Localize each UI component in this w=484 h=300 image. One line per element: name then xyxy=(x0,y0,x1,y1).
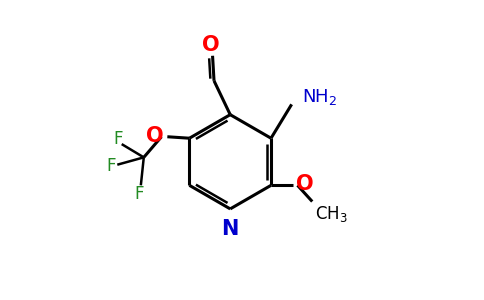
Text: O: O xyxy=(296,174,314,194)
Text: O: O xyxy=(146,126,164,146)
Text: F: F xyxy=(113,130,123,148)
Text: F: F xyxy=(135,184,144,202)
Text: NH$_2$: NH$_2$ xyxy=(302,87,337,107)
Text: F: F xyxy=(106,157,116,175)
Text: CH$_3$: CH$_3$ xyxy=(315,205,348,224)
Text: N: N xyxy=(222,219,239,239)
Text: O: O xyxy=(202,34,220,55)
